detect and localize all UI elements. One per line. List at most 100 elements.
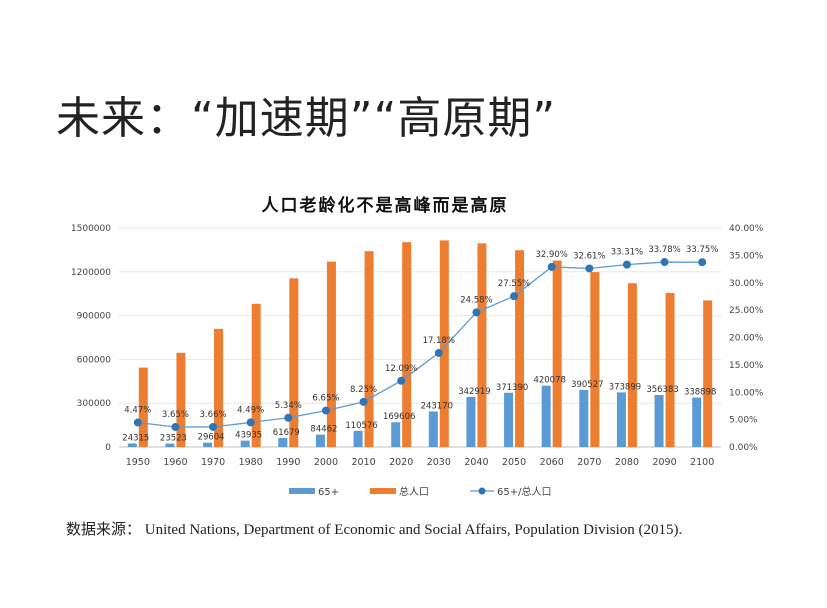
ratio-label: 3.66%	[200, 410, 227, 420]
bar-65plus	[504, 392, 514, 447]
ratio-label: 8.25%	[350, 385, 377, 395]
ratio-label: 24.58%	[460, 295, 492, 305]
bar-65plus	[616, 392, 626, 447]
bar-total-population	[665, 292, 675, 447]
data-source: 数据来源： United Nations, Department of Econ…	[66, 522, 683, 538]
ratio-point	[246, 418, 255, 427]
bar-65plus	[240, 440, 250, 447]
bar-65plus-label: 169606	[383, 412, 415, 422]
y-right-tick: 20.00%	[729, 334, 764, 344]
ratio-point	[660, 258, 669, 267]
ratio-label: 6.65%	[312, 394, 339, 404]
bar-65plus	[692, 397, 702, 447]
bar-65plus-label: 342919	[458, 387, 490, 397]
ratio-label: 32.61%	[573, 251, 605, 261]
bar-65plus	[127, 443, 137, 447]
ratio-label: 33.78%	[648, 245, 680, 255]
ratio-label: 33.31%	[611, 248, 643, 258]
ratio-point	[321, 406, 330, 415]
bar-65plus-label: 338898	[684, 388, 716, 398]
ratio-label: 3.65%	[162, 410, 189, 420]
bar-total-population	[552, 260, 562, 447]
ratio-point	[622, 260, 631, 269]
bar-65plus	[315, 434, 325, 447]
bar-total-population	[326, 261, 336, 447]
bar-total-population	[627, 283, 637, 447]
y-left-tick: 0	[105, 443, 111, 453]
bar-65plus	[278, 437, 288, 447]
bar-total-population	[590, 272, 600, 447]
ratio-point	[698, 258, 707, 267]
x-tick: 2020	[389, 457, 413, 468]
y-right-tick: 10.00%	[729, 388, 764, 398]
bar-65plus	[541, 385, 551, 447]
ratio-point	[472, 308, 481, 317]
ratio-point	[434, 348, 443, 357]
y-right-tick: 5.00%	[729, 416, 758, 426]
slide-heading: 未来：“加速期”“高原期”	[56, 93, 557, 144]
ratio-point	[547, 262, 556, 271]
y-left-tick: 900000	[77, 312, 112, 322]
legend-label-total: 总人口	[399, 485, 429, 498]
bar-65plus-label: 356383	[646, 385, 678, 395]
y-left-tick: 1200000	[71, 268, 111, 278]
y-right-tick: 30.00%	[729, 279, 764, 289]
ratio-point	[171, 423, 180, 432]
ratio-point	[209, 422, 218, 431]
bar-65plus	[391, 422, 401, 447]
ratio-line	[133, 258, 707, 432]
x-tick: 1950	[126, 457, 150, 468]
bar-total-population	[251, 303, 261, 447]
x-tick: 2070	[577, 457, 601, 468]
ratio-point	[397, 376, 406, 385]
legend-label-65plus: 65+	[318, 487, 339, 498]
bar-total-population	[176, 352, 186, 447]
bar-65plus	[165, 443, 175, 447]
x-tick: 2060	[540, 457, 564, 468]
x-tick: 2000	[314, 457, 338, 468]
ratio-label: 27.55%	[498, 279, 530, 289]
ratio-label: 12.09%	[385, 364, 417, 374]
bar-65plus	[654, 394, 664, 447]
bar-65plus-label: 23523	[160, 434, 187, 444]
bar-total-population	[364, 251, 374, 447]
legend: 65+ 总人口 65+/总人口	[289, 485, 551, 498]
legend-swatch-65plus	[289, 488, 315, 494]
bar-65plus-label: 61679	[273, 428, 300, 438]
bar-65plus-label: 43935	[235, 431, 262, 441]
ratio-label: 32.90%	[535, 250, 567, 260]
bar-65plus-label: 84462	[310, 425, 337, 435]
bar-65plus-label: 24315	[122, 433, 149, 443]
ratio-point	[284, 413, 293, 422]
y-right-tick: 0.00%	[729, 443, 758, 453]
bar-total-population	[477, 243, 487, 447]
bar-65plus-label: 390527	[571, 380, 603, 390]
ratio-label: 17.18%	[423, 336, 455, 346]
bar-65plus	[353, 430, 363, 447]
bar-total-population	[703, 300, 713, 447]
bar-65plus-label: 29604	[198, 433, 225, 443]
bar-total-population	[515, 250, 525, 447]
ratio-point	[510, 292, 519, 301]
y-right-tick: 25.00%	[729, 306, 764, 316]
ratio-label: 5.34%	[275, 401, 302, 411]
bar-65plus	[579, 389, 589, 447]
x-tick: 2040	[464, 457, 488, 468]
x-tick: 2090	[652, 457, 676, 468]
bar-65plus-label: 371390	[496, 383, 528, 393]
y-left-tick: 600000	[77, 355, 112, 365]
x-tick: 1960	[163, 457, 187, 468]
bar-65plus-label: 243170	[421, 401, 453, 411]
legend-label-ratio: 65+/总人口	[497, 485, 551, 498]
ratio-line-path	[137, 261, 703, 428]
ratio-label: 4.47%	[124, 406, 151, 416]
x-tick: 2100	[690, 457, 714, 468]
bar-65plus-label: 420078	[533, 376, 565, 386]
bar-65plus-label: 110576	[345, 421, 377, 431]
ratio-point	[133, 418, 142, 427]
ratio-point	[359, 397, 368, 406]
y-right-tick: 35.00%	[729, 251, 764, 261]
x-tick: 2030	[427, 457, 451, 468]
chart-title: 人口老龄化不是高峰而是高原	[262, 195, 509, 216]
